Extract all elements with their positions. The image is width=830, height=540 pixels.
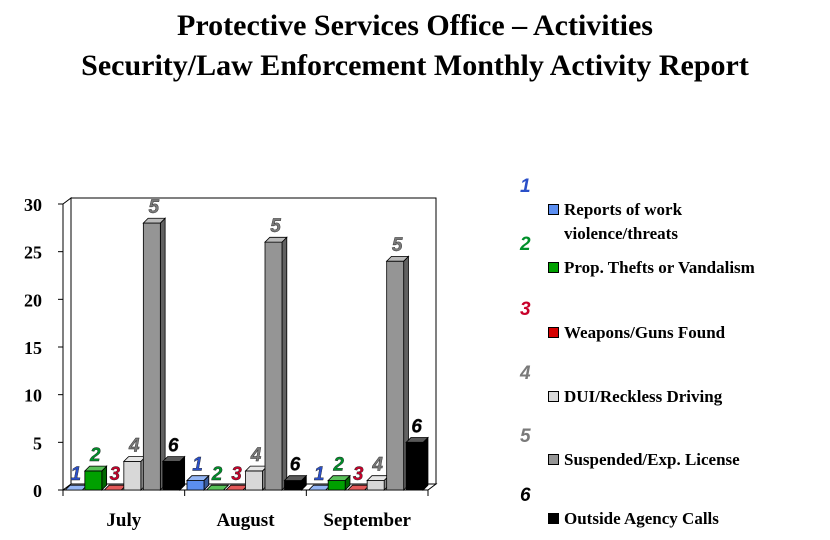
bar-side xyxy=(281,236,288,491)
bar-data-label: 1 xyxy=(314,464,325,485)
bar-data-label: 3 xyxy=(231,464,242,485)
y-tick-label: 15 xyxy=(24,338,42,358)
x-category-label: July xyxy=(106,510,141,531)
bar-side xyxy=(179,455,186,491)
bar-front xyxy=(245,470,263,491)
bar-top xyxy=(264,236,288,243)
bar-top xyxy=(205,484,230,491)
y-tick-label: 20 xyxy=(24,290,42,310)
chart-legend: 1 Reports of work violence/threats 2 Prop. … xyxy=(520,170,825,528)
legend-number: 4 xyxy=(520,363,531,384)
bar-data-label: 6 xyxy=(290,454,301,475)
bar-front xyxy=(142,222,161,491)
bar-data-label: 1 xyxy=(71,464,82,485)
bar-front xyxy=(186,480,205,491)
bar-front xyxy=(84,470,103,491)
legend-swatch xyxy=(548,327,559,338)
bar xyxy=(385,255,410,491)
bar-data-label: 4 xyxy=(250,445,262,466)
legend-label: Weapons/Guns Found xyxy=(564,323,726,342)
legend-swatch xyxy=(548,391,559,402)
bar xyxy=(122,455,147,491)
bar-data-label: 2 xyxy=(89,445,101,466)
bar-top xyxy=(186,475,210,481)
bar xyxy=(161,455,186,491)
bar xyxy=(83,465,108,491)
bar-top xyxy=(385,255,410,262)
bar-data-label: 4 xyxy=(128,435,140,456)
y-tick-label: 25 xyxy=(24,243,42,263)
bar-front xyxy=(327,480,346,491)
legend-number: 6 xyxy=(520,485,531,506)
chart-side-wall xyxy=(62,197,72,491)
bar-top xyxy=(161,456,186,462)
bar-data-label: 6 xyxy=(168,435,179,456)
bar xyxy=(264,236,288,491)
bar-front xyxy=(386,260,405,491)
legend-swatch xyxy=(548,513,559,524)
bar-front xyxy=(366,480,385,491)
legend-label: Suspended/Exp. License xyxy=(564,450,740,469)
bar xyxy=(405,436,429,491)
bar xyxy=(283,474,308,491)
bar-data-label: 5 xyxy=(149,197,160,218)
legend-label: Reports of work violence/threats xyxy=(564,200,683,243)
bar-front xyxy=(405,441,424,491)
y-tick-label: 30 xyxy=(24,195,42,215)
bar-data-label: 3 xyxy=(110,464,121,485)
bar-top xyxy=(283,475,308,481)
legend-swatch xyxy=(548,204,559,215)
bar-front xyxy=(123,460,142,491)
legend-label: DUI/Reckless Driving xyxy=(564,387,723,406)
legend-number: 3 xyxy=(520,299,531,320)
bar-front xyxy=(264,241,283,491)
y-tick-label: 0 xyxy=(33,481,42,501)
bar-data-label: 3 xyxy=(353,464,364,485)
bar-data-label: 5 xyxy=(392,235,403,256)
bar-side xyxy=(159,217,166,491)
legend-label: Prop. Thefts or Vandalism xyxy=(564,258,755,277)
bar xyxy=(205,484,230,491)
bar xyxy=(327,474,351,491)
legend-number: 1 xyxy=(520,176,531,197)
bar-top xyxy=(142,217,167,224)
legend-number: 5 xyxy=(520,426,531,447)
y-tick-label: 5 xyxy=(33,433,42,453)
bar xyxy=(186,474,210,491)
bar-data-label: 1 xyxy=(192,454,203,475)
bar-data-label: 5 xyxy=(270,216,281,237)
bar-side xyxy=(422,436,429,491)
bar xyxy=(244,465,269,491)
bar-top xyxy=(327,475,351,481)
legend-label: Outside Agency Calls xyxy=(564,509,719,528)
chart-title: Protective Services Office – Activities xyxy=(177,9,653,42)
x-category-label: August xyxy=(216,510,275,531)
bar-data-label: 6 xyxy=(411,416,422,437)
bar-front xyxy=(284,480,302,491)
bar-data-label: 4 xyxy=(371,454,383,475)
y-tick-label: 10 xyxy=(24,386,42,406)
chart-subtitle: Security/Law Enforcement Monthly Activit… xyxy=(81,49,749,82)
x-category-label: September xyxy=(323,510,411,531)
legend-swatch xyxy=(548,454,559,465)
bar-top xyxy=(405,437,429,443)
bar-data-label: 2 xyxy=(211,464,223,485)
bar-data-label: 2 xyxy=(332,454,344,475)
bar-top xyxy=(83,465,108,472)
bar xyxy=(142,217,167,491)
legend-swatch xyxy=(548,262,559,273)
legend-number: 2 xyxy=(520,234,531,255)
bar xyxy=(366,474,390,491)
chart-back-wall xyxy=(70,197,437,485)
bar-front xyxy=(162,460,181,491)
